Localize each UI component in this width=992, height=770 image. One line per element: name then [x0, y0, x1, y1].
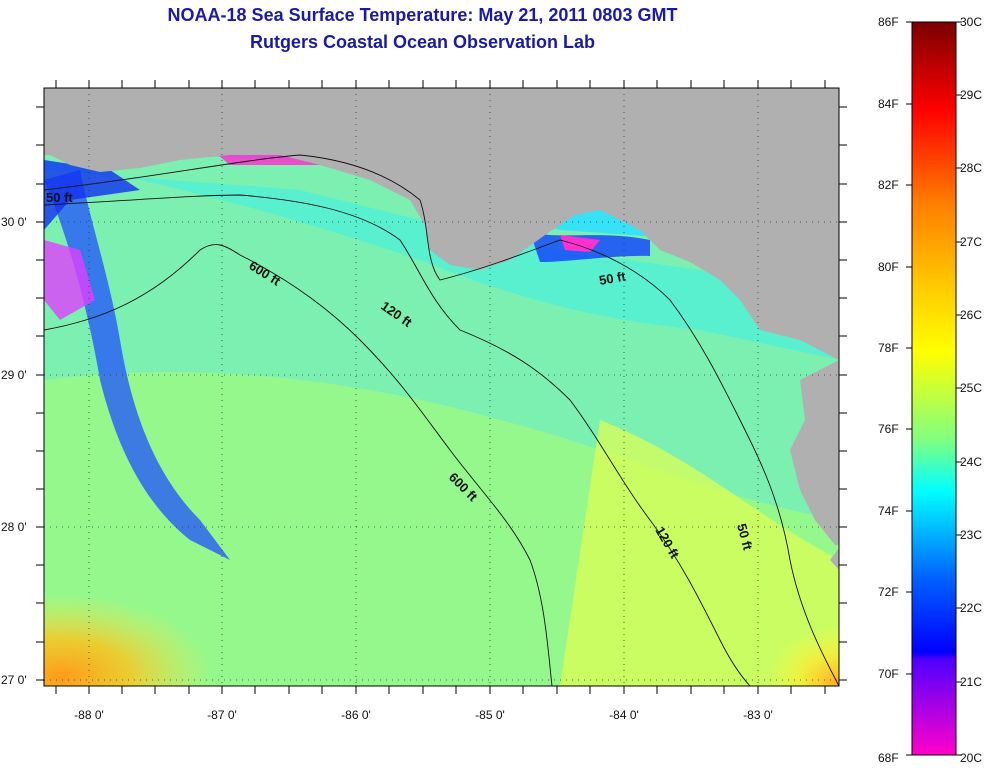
colorbar-c-label: 21C: [960, 675, 982, 689]
colorbar-f-label: 80F: [878, 260, 899, 274]
contour-label: 50 ft: [734, 522, 756, 552]
colorbar: [911, 21, 957, 756]
colorbar-f-label: 78F: [878, 341, 899, 355]
colorbar-f-label: 72F: [878, 585, 899, 599]
land-north-coast: [44, 88, 839, 360]
axis-ticks: [36, 80, 847, 694]
lon-tick-label: -87 0': [207, 708, 237, 722]
warm-patch-southeast: [640, 520, 839, 686]
colorbar-c-label: 27C: [960, 235, 982, 249]
lon-tick-label: -85 0': [475, 708, 505, 722]
chart-subtitle: Rutgers Coastal Ocean Observation Lab: [249, 32, 596, 52]
colorbar-c-label: 23C: [960, 528, 982, 542]
lon-tick-label: -86 0': [341, 708, 371, 722]
land-florida-west-coast: [790, 360, 839, 545]
colorbar-ticks: [906, 21, 962, 756]
colorbar-f-label: 70F: [878, 667, 899, 681]
warm-patch-southwest: [44, 500, 384, 686]
colorbar-f-label: 82F: [878, 178, 899, 192]
chart-title: NOAA-18 Sea Surface Temperature: May 21,…: [167, 5, 678, 25]
map-frame: [43, 87, 840, 687]
colorbar-c-label: 29C: [960, 88, 982, 102]
colorbar-c-label: 22C: [960, 601, 982, 615]
cold-plume-west: [44, 170, 230, 560]
lon-tick-label: -84 0': [609, 708, 639, 722]
map-plot-area: 50 ft 600 ft 120 ft 50 ft 600 ft 120 ft …: [44, 88, 839, 686]
lat-tick-label: 28 0': [1, 520, 27, 534]
colorbar-f-label: 68F: [878, 751, 899, 765]
colorbar-c-label: 30C: [960, 15, 982, 29]
contour-label: 50 ft: [598, 268, 628, 288]
lon-tick-label: -88 0': [74, 708, 104, 722]
lat-tick-label: 30 0': [1, 215, 27, 229]
contour-120ft: [44, 194, 751, 686]
colorbar-c-label: 24C: [960, 455, 982, 469]
graticule: [44, 88, 839, 686]
lat-tick-label: 27 0': [1, 673, 27, 687]
colorbar-f-label: 76F: [878, 422, 899, 436]
colorbar-c-label: 20C: [960, 751, 982, 765]
colorbar-c-label: 26C: [960, 308, 982, 322]
contour-label: 50 ft: [46, 190, 73, 205]
contour-600ft: [44, 244, 553, 686]
colorbar-c-label: 28C: [960, 161, 982, 175]
colorbar-f-label: 74F: [878, 504, 899, 518]
colorbar-f-label: 84F: [878, 97, 899, 111]
colorbar-c-label: 25C: [960, 381, 982, 395]
lat-tick-label: 29 0': [1, 368, 27, 382]
contour-50ft: [44, 154, 839, 686]
colorbar-f-label: 86F: [878, 15, 899, 29]
lon-tick-label: -83 0': [743, 708, 773, 722]
